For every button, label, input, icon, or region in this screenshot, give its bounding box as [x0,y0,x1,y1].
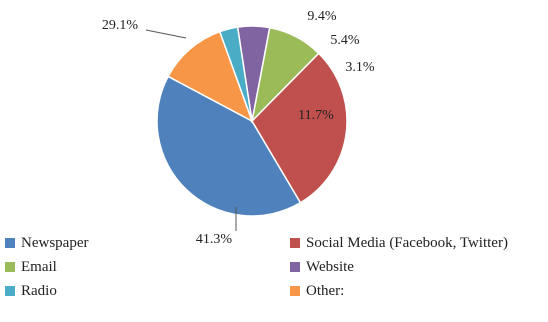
legend-label: Other: [306,283,344,299]
legend-swatch [290,286,300,296]
legend-swatch [5,286,15,296]
legend-label: Website [306,259,354,275]
legend-swatch [290,262,300,272]
data-label: 41.3% [196,232,233,247]
pie-slice [156,75,302,217]
legend-label: Social Media (Facebook, Twitter) [306,235,508,251]
data-label: 29.1% [102,18,139,33]
data-label: 9.4% [307,9,337,24]
legend-swatch [5,262,15,272]
legend-swatch [5,238,15,248]
pie-slice [167,30,254,123]
data-label: 5.4% [330,33,360,48]
legend-swatch [290,238,300,248]
legend-label: Radio [21,283,57,299]
legend-label: Newspaper [21,235,88,251]
leader-line [145,29,187,39]
data-label: 3.1% [345,60,375,75]
legend-label: Email [21,259,57,275]
pie-slice [251,52,348,204]
data-label: 11.7% [298,108,334,123]
